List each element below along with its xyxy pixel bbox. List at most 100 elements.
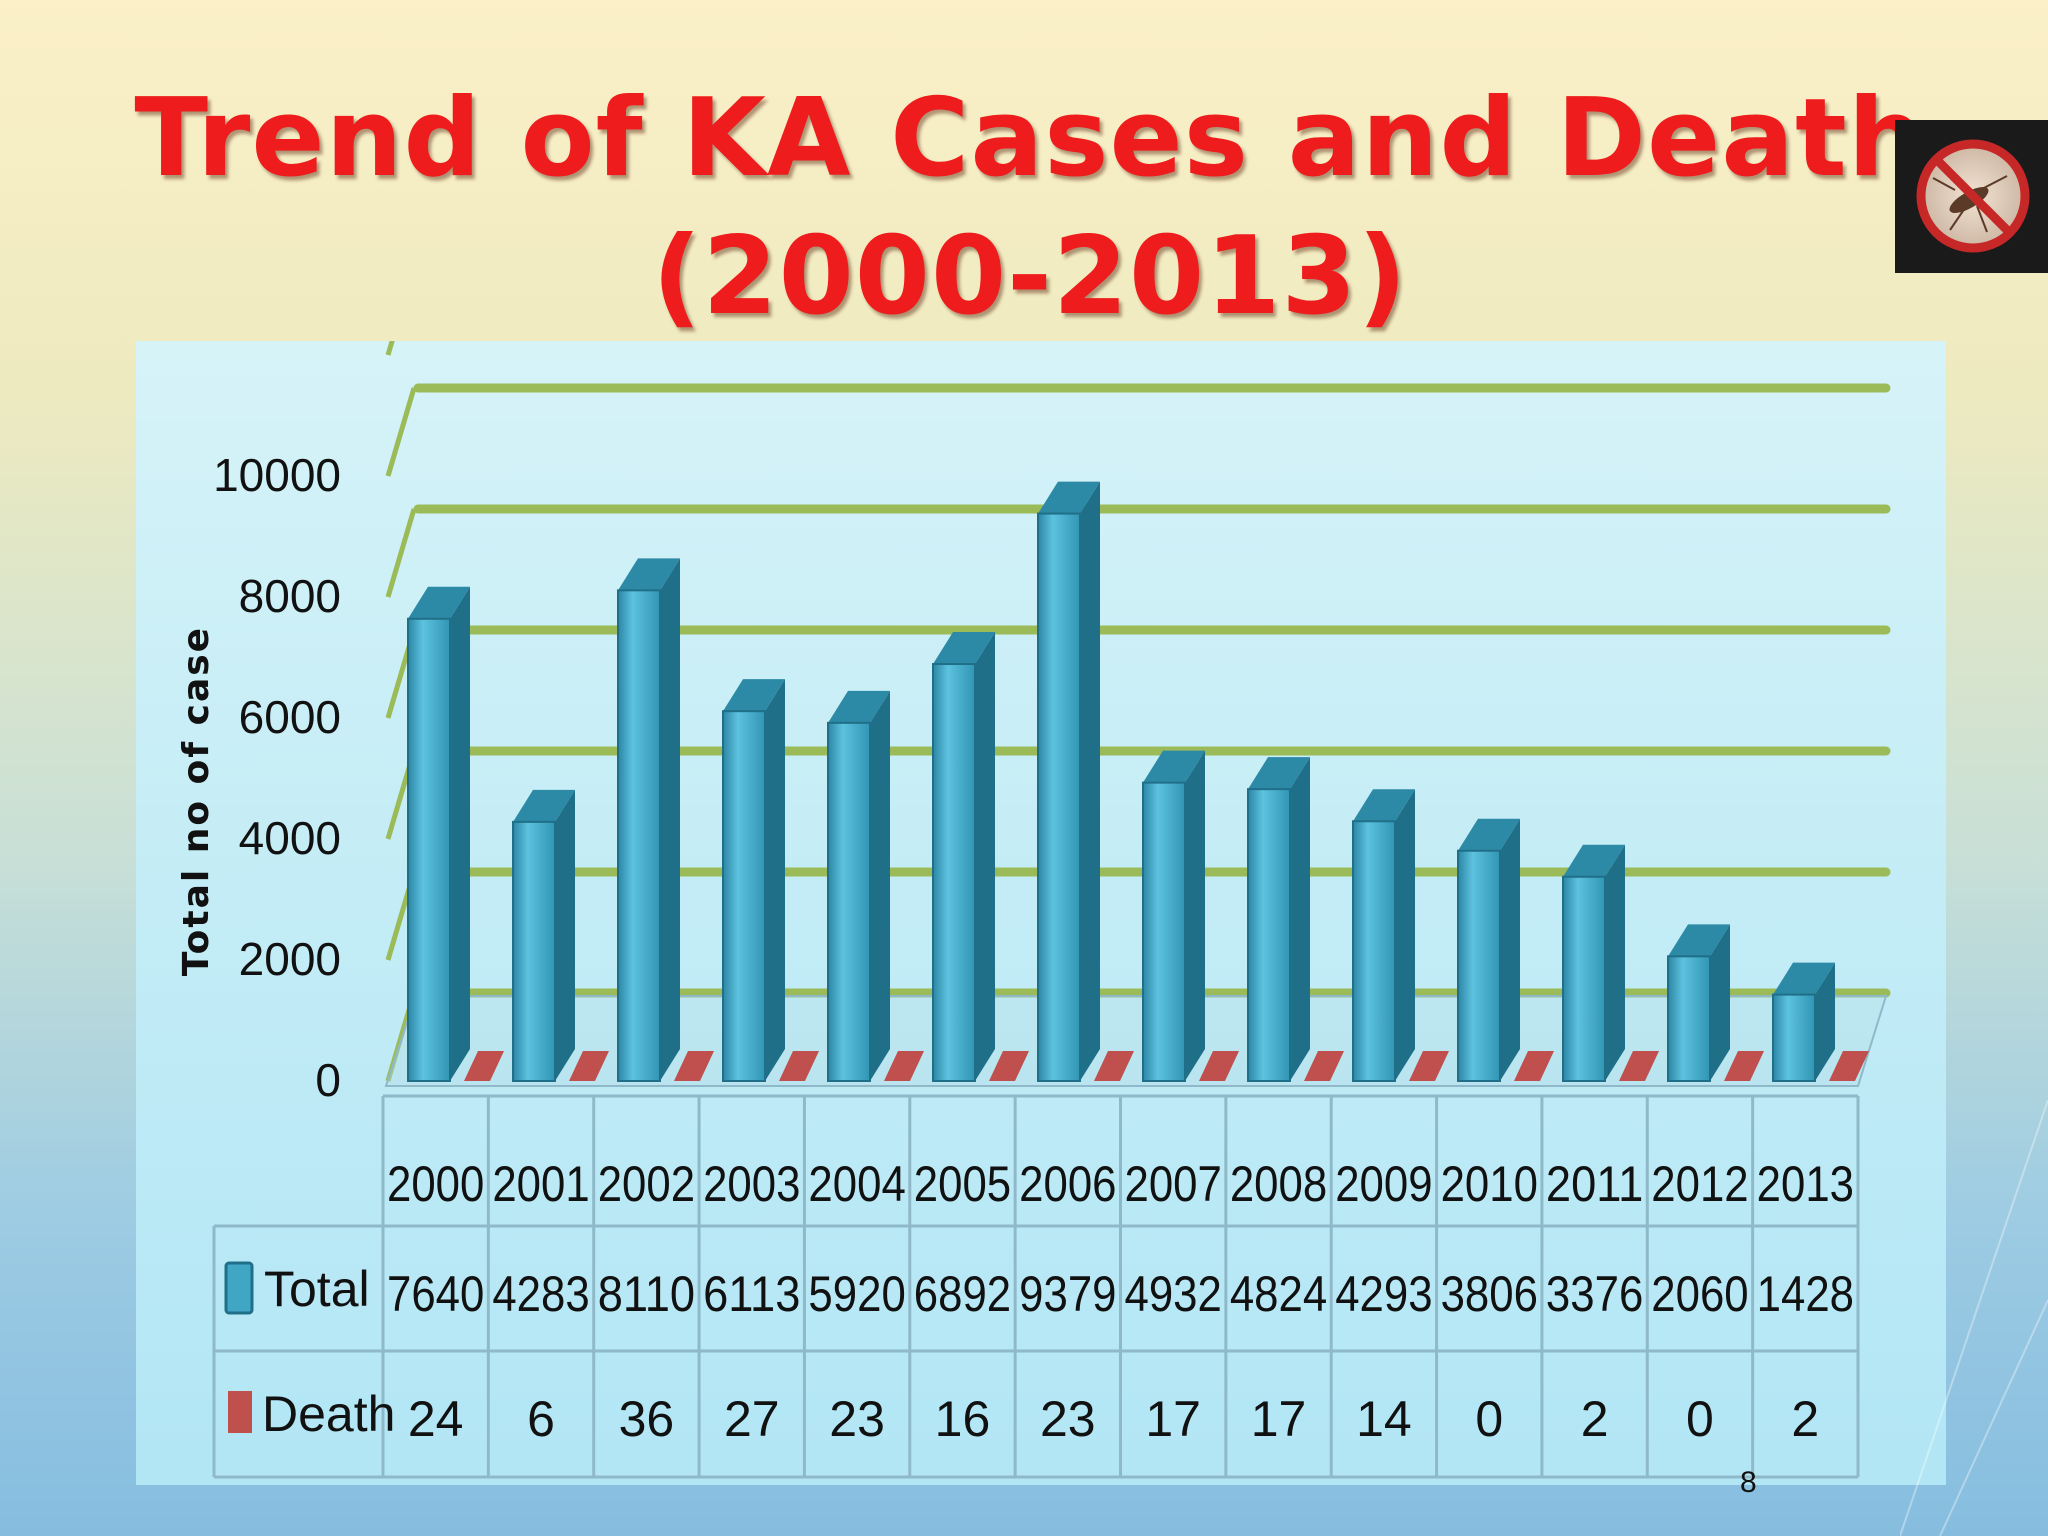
legend-death-swatch (228, 1391, 252, 1433)
gridline-side (385, 341, 395, 356)
total-bar-top (408, 586, 470, 619)
total-bar-side (870, 690, 890, 1081)
y-axis-title: Total no of case (176, 626, 217, 976)
total-bar-side (555, 789, 575, 1081)
total-bar-top (1563, 844, 1625, 877)
total-value-label: 6892 (914, 1266, 1011, 1322)
total-value-label: 2060 (1651, 1266, 1748, 1322)
total-bar-side (1185, 750, 1205, 1081)
x-tick-label: 2011 (1546, 1156, 1643, 1212)
death-value-label: 23 (829, 1391, 885, 1447)
y-tick-label: 0 (315, 1054, 341, 1106)
total-bar-top (723, 679, 785, 712)
x-tick-label: 2010 (1441, 1156, 1538, 1212)
total-bar-side (1290, 757, 1310, 1081)
total-value-label: 9379 (1019, 1266, 1116, 1322)
death-value-label: 36 (619, 1391, 675, 1447)
y-tick-label: 8000 (239, 570, 341, 622)
total-bar-side (975, 632, 995, 1081)
x-tick-label: 2004 (808, 1156, 905, 1212)
gridline-side (385, 508, 417, 598)
total-value-label: 1428 (1757, 1266, 1854, 1322)
total-value-label: 7640 (387, 1266, 484, 1322)
total-bar (722, 710, 766, 1082)
no-mosquito-icon (1916, 139, 2030, 253)
y-tick-label: 2000 (239, 933, 341, 985)
total-bar-top (1773, 962, 1835, 995)
total-bar-top (1143, 750, 1205, 783)
x-tick-label: 2006 (1019, 1156, 1116, 1212)
total-bar-top (933, 632, 995, 665)
death-value-label: 23 (1040, 1391, 1096, 1447)
legend-death-label: Death (262, 1386, 395, 1442)
total-bar-side (1605, 844, 1625, 1081)
x-tick-label: 2012 (1651, 1156, 1748, 1212)
total-bar (1457, 849, 1501, 1082)
total-bar (1667, 955, 1711, 1082)
death-bar (569, 1051, 609, 1081)
total-value-label: 3806 (1441, 1266, 1538, 1322)
title-line-2: (2000-2013) (652, 214, 1408, 339)
total-bar (1037, 512, 1081, 1082)
y-tick-label: 6000 (239, 691, 341, 743)
total-bar-top (828, 690, 890, 723)
death-value-label: 0 (1475, 1391, 1503, 1447)
death-value-label: 2 (1791, 1391, 1819, 1447)
death-bar (1514, 1051, 1554, 1081)
x-tick-label: 2000 (387, 1156, 484, 1212)
total-bar (1142, 781, 1186, 1082)
x-tick-label: 2008 (1230, 1156, 1327, 1212)
x-tick-label: 2002 (598, 1156, 695, 1212)
death-bar (884, 1051, 924, 1081)
death-bar (989, 1051, 1029, 1081)
total-bar-top (1248, 757, 1310, 790)
total-bar (827, 721, 871, 1082)
total-bar (1247, 788, 1291, 1082)
chart-floor (384, 995, 1888, 1087)
decorative-corner (1900, 1100, 2048, 1536)
total-bar-top (1458, 818, 1520, 851)
x-tick-label: 2005 (914, 1156, 1011, 1212)
total-bar-top (1038, 481, 1100, 514)
chart-panel: 0 2000 4000 6000 8000 10000 Total no of case 2… (136, 341, 1946, 1485)
total-value-label: 3376 (1546, 1266, 1643, 1322)
total-value-label: 6113 (703, 1266, 800, 1322)
x-tick-label: 2009 (1335, 1156, 1432, 1212)
total-value-label: 5920 (808, 1266, 905, 1322)
total-bar-side (1395, 789, 1415, 1081)
slide-title: Trend of KA Cases and Death (2000-2013) (120, 70, 1940, 346)
total-value-label: 4283 (492, 1266, 589, 1322)
total-bar-top (1668, 924, 1730, 957)
total-bar-top (1353, 789, 1415, 822)
y-tick-label: 10000 (213, 449, 341, 501)
total-bar-side (1080, 481, 1100, 1081)
gridline-side (385, 387, 417, 477)
death-value-label: 17 (1251, 1391, 1307, 1447)
total-bar-side (765, 679, 785, 1081)
x-tick-label: 2001 (492, 1156, 589, 1212)
ka-trend-chart: 0 2000 4000 6000 8000 10000 Total no of case 2… (176, 341, 1891, 1479)
total-bar-top (513, 789, 575, 822)
death-value-label: 6 (527, 1391, 555, 1447)
death-value-label: 14 (1356, 1391, 1412, 1447)
total-bar-top (618, 558, 680, 591)
total-bar-side (1710, 924, 1730, 1081)
death-bar (464, 1051, 504, 1081)
death-value-label: 24 (408, 1391, 464, 1447)
total-value-label: 4293 (1335, 1266, 1432, 1322)
death-bar (779, 1051, 819, 1081)
total-bar (932, 663, 976, 1082)
page-number: 8 (1740, 1466, 1757, 1499)
death-value-label: 0 (1686, 1391, 1714, 1447)
total-bar (1352, 820, 1396, 1082)
death-bar (1409, 1051, 1449, 1081)
total-bar-side (1815, 962, 1835, 1081)
death-bar (1619, 1051, 1659, 1081)
total-bar-side (1500, 818, 1520, 1081)
total-bar-side (450, 586, 470, 1081)
legend-total-label: Total (264, 1261, 370, 1317)
total-bar-side (660, 558, 680, 1081)
total-bar (617, 589, 661, 1082)
x-tick-label: 2007 (1125, 1156, 1222, 1212)
total-value-label: 4932 (1125, 1266, 1222, 1322)
